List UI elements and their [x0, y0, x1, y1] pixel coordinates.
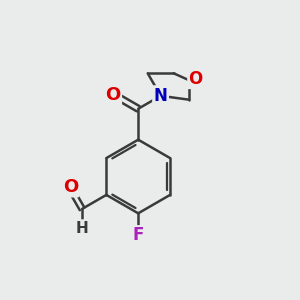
Text: F: F: [133, 226, 144, 244]
Text: N: N: [154, 87, 168, 105]
Text: H: H: [76, 220, 88, 236]
Text: O: O: [63, 178, 78, 196]
Text: N: N: [154, 87, 168, 105]
Text: O: O: [105, 86, 121, 104]
Text: O: O: [188, 70, 203, 88]
